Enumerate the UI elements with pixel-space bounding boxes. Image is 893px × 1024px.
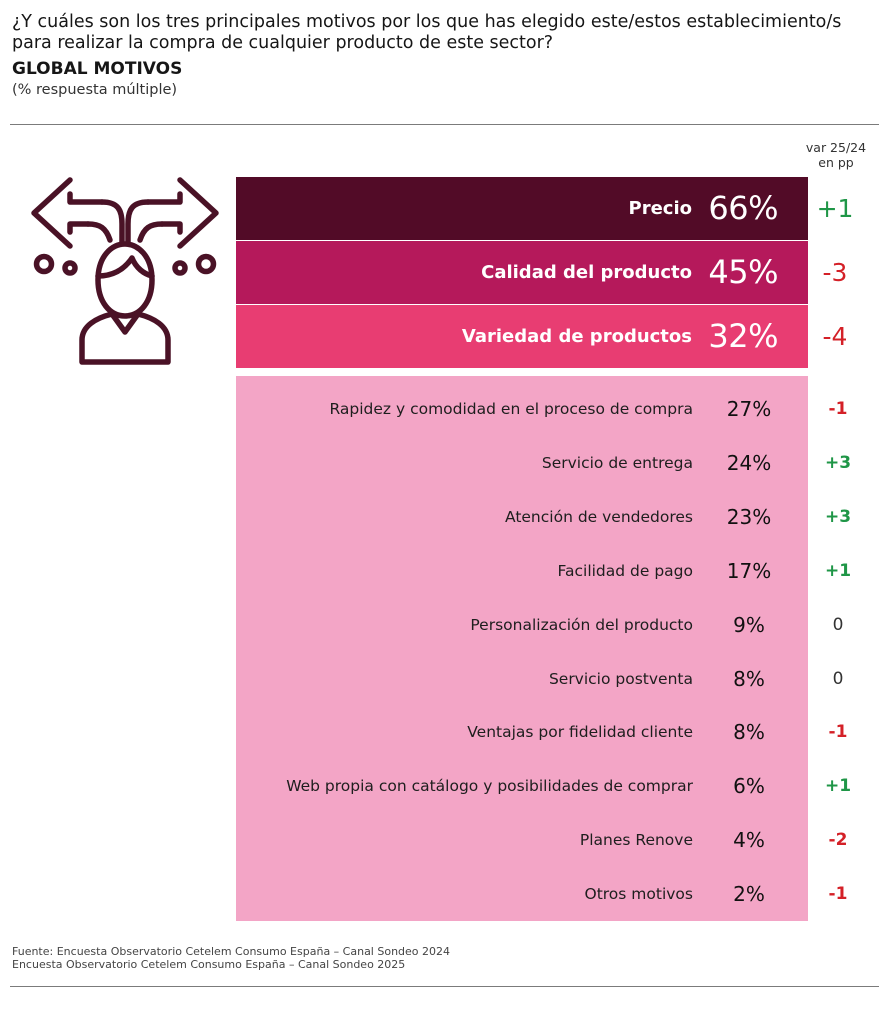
- row-value: 27%: [726, 397, 772, 421]
- row-label: Atención de vendedores: [504, 507, 693, 526]
- row-label: Servicio postventa: [548, 669, 693, 688]
- row-value: 24%: [726, 450, 772, 475]
- top-bar: Calidad del producto 45%: [236, 241, 808, 304]
- bar-label: Variedad de productos: [461, 326, 692, 347]
- variation-header-line1: var 25/24: [805, 140, 867, 155]
- row-label: Otros motivos: [584, 885, 694, 904]
- bar-value: 32%: [708, 317, 778, 355]
- row-value: 23%: [726, 504, 772, 529]
- row-label: Planes Renove: [579, 831, 693, 850]
- variation-value: -4: [822, 322, 848, 351]
- row-value: 9%: [733, 612, 765, 637]
- variation-value: +3: [824, 452, 852, 473]
- variation-value: -1: [828, 399, 848, 419]
- variation-value: +1: [824, 560, 852, 581]
- source-line-2: Encuesta Observatorio Cetelem Consumo Es…: [12, 958, 406, 971]
- top-bar: Precio 66%: [236, 177, 808, 240]
- variation-header-line2: en pp: [818, 155, 854, 170]
- row-label: Web propia con catálogo y posibilidades …: [286, 777, 693, 796]
- variation-value: -3: [822, 258, 848, 287]
- source-line-1: Fuente: Encuesta Observatorio Cetelem Co…: [12, 945, 451, 958]
- row-value: 2%: [733, 882, 765, 907]
- top-bar: Variedad de productos 32%: [236, 305, 808, 368]
- variation-value: -1: [828, 884, 848, 905]
- bar-value: 66%: [708, 189, 778, 227]
- variation-value: +1: [816, 194, 854, 223]
- bar-label: Calidad del producto: [481, 262, 692, 283]
- row-value: 8%: [733, 720, 765, 745]
- bar-value: 45%: [708, 253, 778, 291]
- variation-value: 0: [832, 614, 844, 635]
- row-label: Facilidad de pago: [557, 561, 694, 580]
- variation-value: 0: [832, 668, 844, 689]
- row-label: Rapidez y comodidad en el proceso de com…: [329, 400, 693, 418]
- row-label: Personalización del producto: [470, 615, 693, 634]
- row-value: 6%: [733, 774, 765, 799]
- top-divider: [10, 124, 879, 125]
- question-title: ¿Y cuáles son los tres principales motiv…: [12, 12, 842, 53]
- secondary-motives-panel: [236, 376, 808, 921]
- chart-note: (% respuesta múltiple): [12, 82, 178, 98]
- person-crossroads-arrows-icon: [31, 177, 219, 365]
- row-label: Servicio de entrega: [541, 453, 693, 472]
- bottom-divider: [10, 986, 879, 987]
- source-footer: Fuente: Encuesta Observatorio Cetelem Co…: [12, 945, 450, 971]
- variation-value: -2: [828, 830, 848, 851]
- variation-header: var 25/24 en pp: [800, 140, 872, 170]
- row-value: 4%: [733, 828, 765, 853]
- row-value: 17%: [726, 558, 772, 583]
- bar-label: Precio: [628, 198, 692, 219]
- row-label: Ventajas por fidelidad cliente: [467, 723, 693, 742]
- variation-value: +1: [824, 776, 852, 797]
- variation-value: -1: [828, 722, 848, 743]
- row-value: 8%: [733, 666, 765, 691]
- chart-subtitle: GLOBAL MOTIVOS: [12, 59, 183, 79]
- variation-value: +3: [824, 506, 852, 527]
